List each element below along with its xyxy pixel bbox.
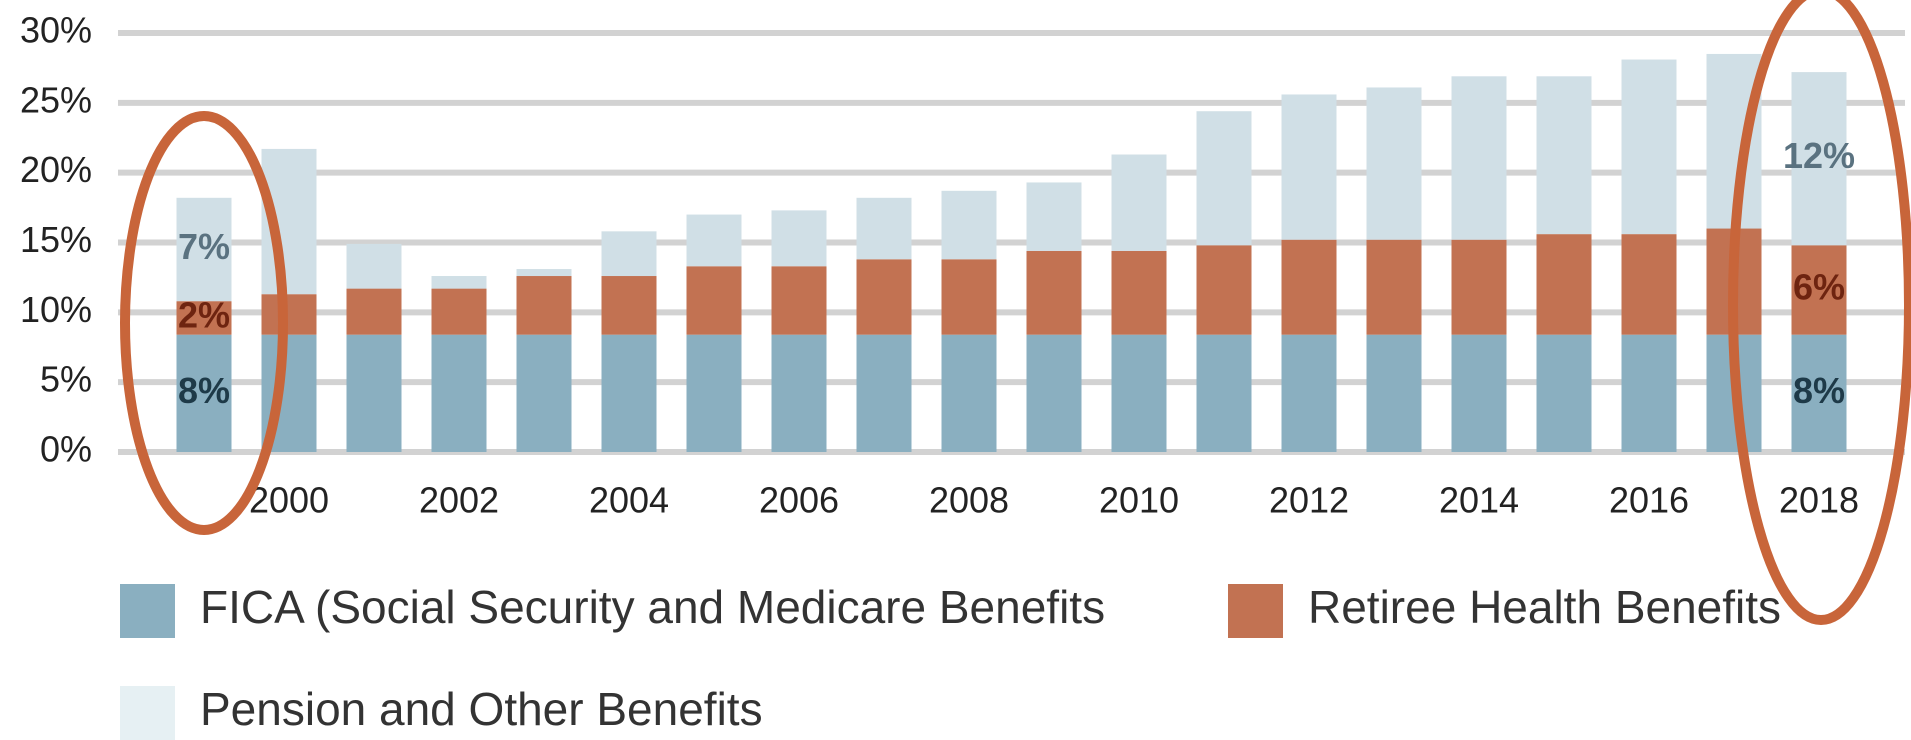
bar-segment — [941, 259, 997, 335]
legend-label: Retiree Health Benefits — [1308, 581, 1781, 633]
bar-segment — [431, 334, 487, 452]
bar-segment — [1536, 234, 1592, 335]
x-tick-label: 2012 — [1269, 480, 1349, 521]
bar-segment — [516, 334, 572, 452]
bar-segment — [1281, 94, 1337, 240]
bar-segment — [1026, 334, 1082, 452]
data-label: 7% — [178, 226, 230, 267]
bar-segment — [431, 276, 487, 289]
bar-segment — [601, 231, 657, 277]
y-tick-label: 15% — [20, 219, 92, 260]
data-label: 2% — [178, 294, 230, 335]
x-tick-label: 2008 — [929, 480, 1009, 521]
bar-segment — [1111, 334, 1167, 452]
bar-segment — [1451, 239, 1507, 335]
bar-segment — [686, 214, 742, 267]
bar-segment — [1111, 154, 1167, 251]
legend-label: Pension and Other Benefits — [200, 683, 763, 735]
bar-segment — [346, 288, 402, 335]
bar-segment — [1366, 87, 1422, 240]
x-tick-label: 2010 — [1099, 480, 1179, 521]
bar-segment — [1451, 334, 1507, 452]
legend-label: FICA (Social Security and Medicare Benef… — [200, 581, 1105, 633]
bar-segment — [1451, 76, 1507, 240]
x-tick-label: 2014 — [1439, 480, 1519, 521]
bar-segment — [516, 269, 572, 277]
legend-swatch — [120, 686, 175, 740]
x-tick-label: 2018 — [1779, 480, 1859, 521]
y-tick-label: 30% — [20, 10, 92, 51]
highlight-ellipse — [120, 111, 288, 535]
bar-segment — [346, 243, 402, 289]
bar-segment — [176, 301, 232, 335]
y-tick-label: 20% — [20, 149, 92, 190]
bar-segment — [601, 334, 657, 452]
x-tick-label: 2004 — [589, 480, 669, 521]
bar-segment — [771, 266, 827, 335]
bar-segment — [601, 276, 657, 335]
bar-segment — [1281, 334, 1337, 452]
bar-segment — [856, 197, 912, 260]
bar-segment — [1621, 334, 1677, 452]
bar-segment — [1196, 111, 1252, 246]
bar-segment — [1026, 250, 1082, 335]
x-tick-label: 2006 — [759, 480, 839, 521]
data-label: 8% — [178, 370, 230, 411]
bar-segment — [431, 288, 487, 335]
bar-segment — [1791, 334, 1847, 452]
x-tick-label: 2000 — [249, 480, 329, 521]
bar-segment — [1366, 334, 1422, 452]
bar-segment — [686, 334, 742, 452]
y-tick-label: 10% — [20, 289, 92, 330]
x-tick-label: 2002 — [419, 480, 499, 521]
legend-swatch — [1228, 584, 1283, 638]
x-tick-label: 2016 — [1609, 480, 1689, 521]
bar-segment — [941, 334, 997, 452]
data-label: 12% — [1783, 135, 1855, 176]
plot: 0% 5% 10% 15% 20% 25% 30% 8% 2% 7% 2000 2002 2004 200… — [20, 10, 1905, 521]
bar-segment — [261, 294, 317, 335]
y-tick-label: 5% — [40, 359, 92, 400]
bar-segment — [1196, 334, 1252, 452]
bar-segment — [1281, 239, 1337, 335]
bar-segment — [771, 334, 827, 452]
bar-segment — [1621, 59, 1677, 235]
bar-segment — [941, 190, 997, 260]
bar-segment — [1536, 334, 1592, 452]
bar-segment — [1196, 245, 1252, 335]
bar-segment — [856, 334, 912, 452]
bar-segment — [516, 276, 572, 335]
bar-segment — [176, 334, 232, 452]
bar-segment — [1536, 76, 1592, 235]
legend-swatch — [120, 584, 175, 638]
bar-segment — [176, 197, 232, 302]
bar-segment — [1621, 234, 1677, 335]
bar-segment — [1366, 239, 1422, 335]
bar-segment — [1026, 182, 1082, 251]
bar-segment — [771, 210, 827, 267]
bar-segment — [1791, 245, 1847, 335]
y-tick-label: 25% — [20, 79, 92, 120]
bar-segment — [856, 259, 912, 335]
bar-segment — [1111, 250, 1167, 335]
data-label: 6% — [1793, 267, 1845, 308]
y-tick-label: 0% — [40, 429, 92, 470]
highlight-ellipse — [1728, 0, 1911, 625]
bar-segment — [1791, 72, 1847, 246]
data-label: 8% — [1793, 370, 1845, 411]
bar-segment — [686, 266, 742, 335]
bar-segment — [346, 334, 402, 452]
